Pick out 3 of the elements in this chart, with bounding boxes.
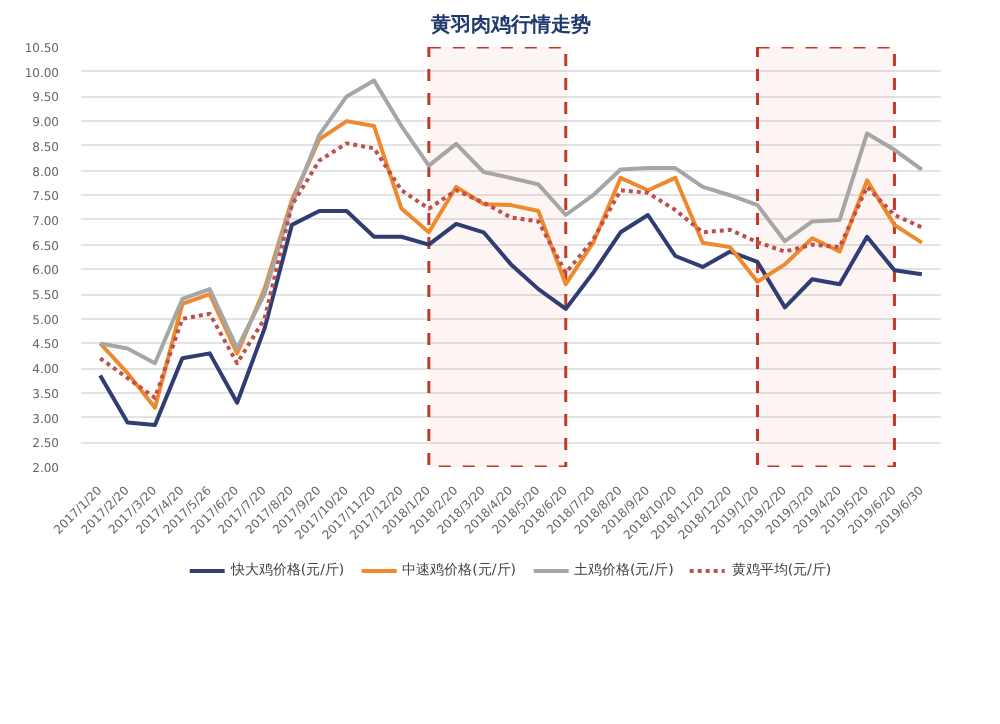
line-series <box>98 209 924 427</box>
line-series <box>98 78 924 366</box>
chart-title: 黄羽肉鸡行情走势 <box>429 13 591 37</box>
